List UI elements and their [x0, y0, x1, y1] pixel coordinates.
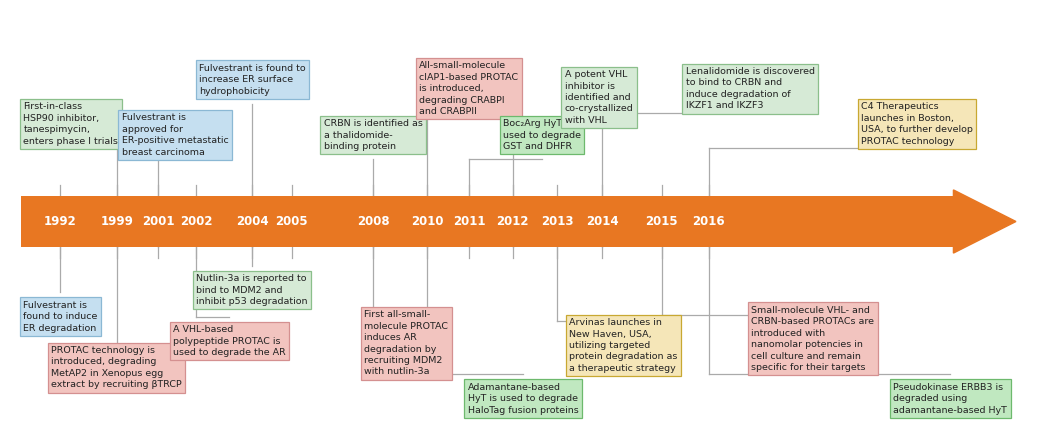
Polygon shape	[953, 190, 1016, 253]
Text: 2010: 2010	[411, 215, 444, 228]
Text: 2002: 2002	[179, 215, 213, 228]
Text: All-small-molecule
cIAP1-based PROTAC
is introduced,
degrading CRABPI
and CRABPI: All-small-molecule cIAP1-based PROTAC is…	[419, 61, 519, 116]
Text: 2014: 2014	[586, 215, 619, 228]
Text: 2013: 2013	[541, 215, 574, 228]
FancyBboxPatch shape	[21, 196, 953, 247]
Text: 1999: 1999	[100, 215, 133, 228]
Text: CRBN is identified as
a thalidomide-
binding protein: CRBN is identified as a thalidomide- bin…	[324, 119, 422, 151]
Text: 2008: 2008	[356, 215, 390, 228]
Text: Small-molecule VHL- and
CRBN-based PROTACs are
introduced with
nanomolar potenci: Small-molecule VHL- and CRBN-based PROTA…	[751, 306, 874, 372]
Text: A VHL-based
polypeptide PROTAC is
used to degrade the AR: A VHL-based polypeptide PROTAC is used t…	[173, 325, 286, 357]
Text: Arvinas launches in
New Haven, USA,
utilizing targeted
protein degradation as
a : Arvinas launches in New Haven, USA, util…	[569, 318, 677, 373]
Text: PROTAC technology is
introduced, degrading
MetAP2 in Xenopus egg
extract by recr: PROTAC technology is introduced, degradi…	[51, 346, 182, 389]
Text: Fulvestrant is
approved for
ER-positive metastatic
breast carcinoma: Fulvestrant is approved for ER-positive …	[122, 113, 228, 157]
Text: 2004: 2004	[235, 215, 269, 228]
Text: Lenalidomide is discovered
to bind to CRBN and
induce degradation of
IKZF1 and I: Lenalidomide is discovered to bind to CR…	[686, 67, 815, 110]
Text: Fulvestrant is
found to induce
ER degradation: Fulvestrant is found to induce ER degrad…	[23, 301, 98, 333]
Text: Boc₂Arg HyT is
used to degrade
GST and DHFR: Boc₂Arg HyT is used to degrade GST and D…	[503, 119, 580, 151]
Text: Adamantane-based
HyT is used to degrade
HaloTag fusion proteins: Adamantane-based HyT is used to degrade …	[468, 383, 578, 415]
Text: First-in-class
HSP90 inhibitor,
tanespimycin,
enters phase I trials: First-in-class HSP90 inhibitor, tanespim…	[23, 102, 119, 146]
Text: 2005: 2005	[275, 215, 308, 228]
Text: C4 Therapeutics
launches in Boston,
USA, to further develop
PROTAC technology: C4 Therapeutics launches in Boston, USA,…	[861, 102, 973, 146]
Text: Fulvestrant is found to
increase ER surface
hydrophobicity: Fulvestrant is found to increase ER surf…	[199, 64, 305, 96]
Text: 2001: 2001	[142, 215, 175, 228]
Text: 2016: 2016	[692, 215, 725, 228]
Text: 1992: 1992	[44, 215, 77, 228]
Text: Nutlin-3a is reported to
bind to MDM2 and
inhibit p53 degradation: Nutlin-3a is reported to bind to MDM2 an…	[196, 274, 308, 306]
Text: 2011: 2011	[452, 215, 486, 228]
Text: 2012: 2012	[496, 215, 529, 228]
Text: 2015: 2015	[645, 215, 678, 228]
Text: First all-small-
molecule PROTAC
induces AR
degradation by
recruiting MDM2
with : First all-small- molecule PROTAC induces…	[365, 310, 448, 377]
Text: Pseudokinase ERBB3 is
degraded using
adamantane-based HyT: Pseudokinase ERBB3 is degraded using ada…	[893, 383, 1008, 415]
Text: A potent VHL
inhibitor is
identified and
co-crystallized
with VHL: A potent VHL inhibitor is identified and…	[565, 70, 634, 125]
